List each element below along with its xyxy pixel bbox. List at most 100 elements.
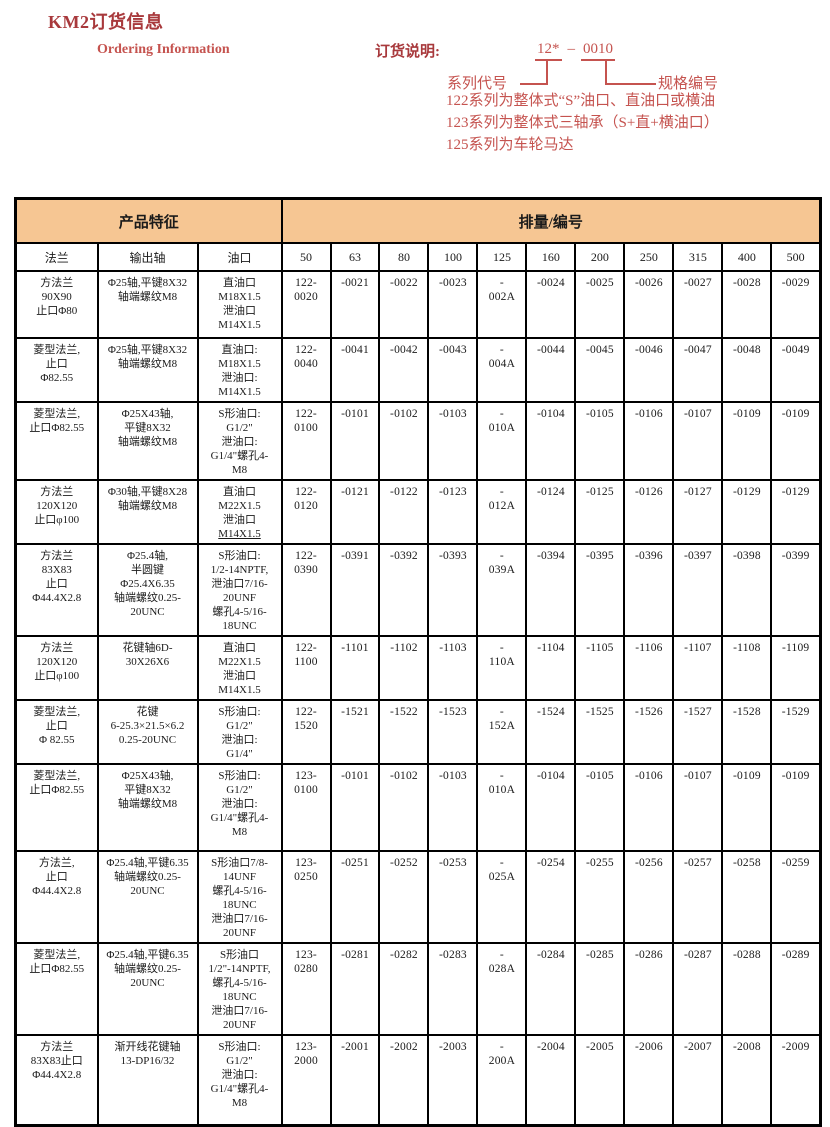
code-cell: - 028A: [476, 942, 528, 1036]
cell-line: -0021: [341, 277, 369, 289]
code-cell: -0129: [721, 479, 773, 545]
flange-cell: 菱型法兰, 止口Φ82.55: [14, 401, 99, 481]
code-cell: -0254: [525, 850, 577, 944]
cell-line: 泄油口:: [221, 734, 258, 746]
cell-line: 123-: [295, 1041, 317, 1053]
cell-line: -0253: [439, 857, 467, 869]
cell-line: -1101: [341, 642, 369, 654]
code-cell: -0123: [427, 479, 479, 545]
cell-line: 122-: [295, 277, 317, 289]
cell-line: 20UNF: [223, 1019, 257, 1031]
flange-cell: 菱型法兰, 止口Φ82.55: [14, 763, 99, 852]
cell-line: 120X120: [36, 656, 78, 668]
cell-line: -1103: [439, 642, 467, 654]
code-cell: - 010A: [476, 763, 528, 852]
cell-line: 14UNF: [223, 871, 257, 883]
port-cell: 直油口 M22X1.5 泄油口 M14X1.5: [196, 635, 283, 701]
cell-line: 039A: [488, 564, 516, 576]
table-row: 菱型法兰, 止口 Φ 82.55 花键 6-25.3×21.5×6.2 0.25-20UN…: [14, 699, 822, 765]
cell-line: -0394: [537, 550, 565, 562]
cell-line: 轴端螺纹0.25-: [114, 871, 181, 883]
cell-line: Φ25轴,平键8X32: [107, 344, 188, 356]
cell-line: -0395: [585, 550, 614, 562]
shaft-cell: Φ30轴,平键8X28 轴端螺纹M8: [96, 479, 199, 545]
shaft-cell: 花键轴6D- 30X26X6: [96, 635, 199, 701]
port-cell: S形油口: G1/2" 泄油口: G1/4"螺孔4- M8: [196, 763, 283, 852]
col-header-displacement-160: 160: [525, 242, 577, 272]
cell-line: G1/2": [226, 1055, 253, 1067]
code-cell: -1525: [574, 699, 626, 765]
code-cell: 123- 0100: [280, 763, 332, 852]
port-cell: S形油口 1/2"-14NPTF, 螺孔4-5/16- 18UNC 泄油口7/16- 20…: [196, 942, 283, 1036]
col-header-displacement-125: 125: [476, 242, 528, 272]
cell-line: -0049: [781, 344, 810, 356]
shaft-cell: Φ25.4轴,平键6.35 轴端螺纹0.25- 20UNC: [96, 942, 199, 1036]
code-cell: -1529: [770, 699, 822, 765]
cell-line: 123-: [295, 949, 317, 961]
cell-line: -0393: [439, 550, 467, 562]
cell-line: 泄油口7/16-: [211, 578, 268, 590]
table-row: 菱型法兰, 止口 Φ82.55 Φ25轴,平键8X32 轴端螺纹M8 直油口: M18X1.…: [14, 337, 822, 403]
code-cell: -1103: [427, 635, 479, 701]
code-cell: -0286: [623, 942, 675, 1036]
series-connector-vertical: [546, 60, 548, 85]
cell-line: M14X1.5: [218, 386, 261, 398]
cell-line: -1107: [684, 642, 712, 654]
cell-line: -2008: [732, 1041, 761, 1053]
cell-line: -0107: [683, 770, 712, 782]
cell-line: 直油口: [223, 642, 256, 654]
code-cell: -1527: [672, 699, 724, 765]
cell-line: 泄油口7/16-: [211, 1005, 268, 1017]
cell-line: -0252: [390, 857, 418, 869]
cell-line: 83X83止口: [30, 1055, 83, 1067]
cell-line: -0045: [585, 344, 614, 356]
code-cell: -0284: [525, 942, 577, 1036]
cell-line: -0106: [634, 770, 663, 782]
cell-line: -1109: [781, 642, 810, 654]
cell-line: -0104: [537, 770, 565, 782]
code-cell: - 025A: [476, 850, 528, 944]
code-cell: -1523: [427, 699, 479, 765]
flange-cell: 方法兰 120X120 止口φ100: [14, 635, 99, 701]
cell-line: -0122: [390, 486, 418, 498]
cell-line: -1106: [635, 642, 663, 654]
cell-line: -0129: [732, 486, 761, 498]
code-cell: -0259: [770, 850, 822, 944]
code-cell: -2002: [378, 1034, 430, 1126]
cell-line: 泄油口:: [221, 798, 258, 810]
code-cell: -0391: [329, 543, 381, 637]
cell-line: -0399: [781, 550, 810, 562]
cell-line: 方法兰: [40, 277, 74, 289]
cell-line: 010A: [488, 422, 516, 434]
cell-line: 123-: [295, 770, 317, 782]
cell-line: 泄油口: [223, 514, 256, 526]
cell-line: 螺孔4-5/16-: [212, 885, 267, 897]
code-cell: -0102: [378, 401, 430, 481]
col-header-displacement-200: 200: [574, 242, 626, 272]
cell-line: -: [499, 1041, 504, 1053]
cell-line: -0027: [683, 277, 712, 289]
cell-line: -1521: [341, 706, 369, 718]
cell-line: -: [499, 408, 504, 420]
cell-line: 菱型法兰,: [33, 408, 81, 420]
code-cell: -2003: [427, 1034, 479, 1126]
cell-line: Φ30轴,平键8X28: [107, 486, 188, 498]
cell-line: M8: [231, 826, 248, 838]
cell-line: -0391: [341, 550, 369, 562]
code-cell: -1104: [525, 635, 577, 701]
cell-line: 0.25-20UNC: [118, 734, 177, 746]
cell-line: 90X90: [41, 291, 72, 303]
port-cell: 直油口 M18X1.5 泄油口 M14X1.5: [196, 270, 283, 339]
code-cell: -0109: [770, 401, 822, 481]
ordering-table: 产品特征 排量/编号 法兰 输出轴 油口 50 63 80 100 125 160 200 250 3…: [14, 197, 822, 1127]
code-cell: -0105: [574, 763, 626, 852]
code-cell: -0394: [525, 543, 577, 637]
ordering-instructions-label: 订货说明:: [375, 44, 440, 60]
cell-line: -0048: [732, 344, 761, 356]
cell-line: 20UNC: [130, 977, 165, 989]
cell-line: 0100: [294, 422, 318, 434]
series-notes: 122系列为整体式“S”油口、直油口或横油 123系列为整体式三轴承（S+直+横油…: [446, 90, 719, 156]
code-cell: -0022: [378, 270, 430, 339]
cell-line: 方法兰: [40, 550, 74, 562]
cell-line: 止口: [45, 720, 68, 732]
